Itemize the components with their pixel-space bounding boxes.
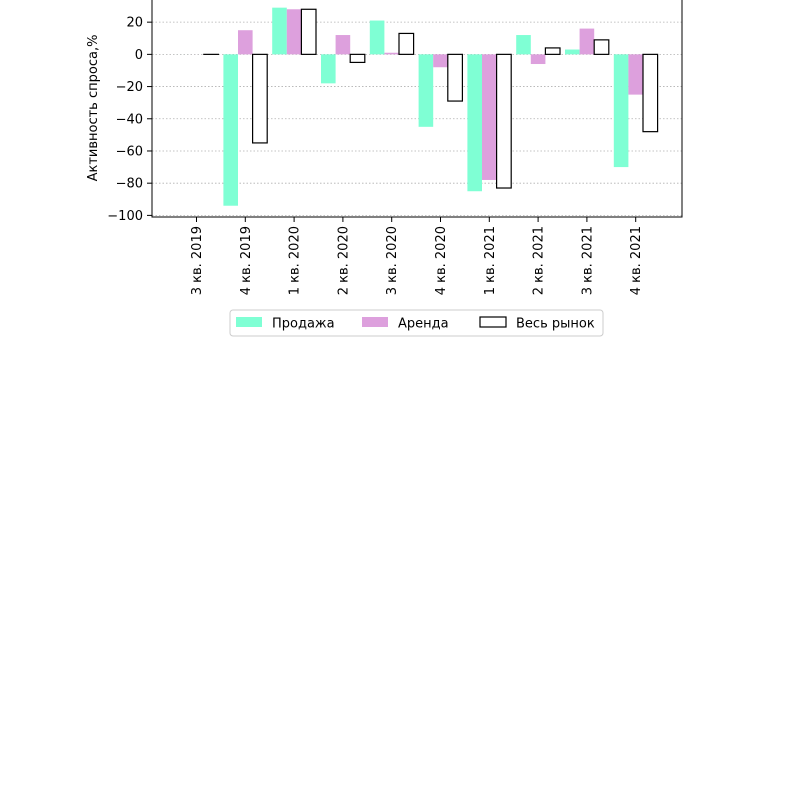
x-tick-label: 2 кв. 2020 bbox=[336, 226, 351, 295]
legend-label: Аренда bbox=[398, 317, 449, 332]
bar bbox=[544, 47, 561, 55]
y-tick-label: −100 bbox=[107, 209, 143, 224]
bar bbox=[628, 54, 643, 95]
y-tick-label: 20 bbox=[126, 16, 143, 31]
bar bbox=[384, 52, 399, 55]
bar bbox=[579, 28, 595, 55]
bar bbox=[613, 54, 629, 168]
legend-label: Весь рынок bbox=[516, 317, 595, 332]
bar bbox=[642, 53, 659, 133]
plot-frame bbox=[151, 0, 683, 218]
x-tick-label: 1 кв. 2020 bbox=[288, 226, 303, 295]
bar bbox=[593, 39, 610, 55]
bar bbox=[286, 9, 302, 55]
x-tick-label: 4 кв. 2021 bbox=[629, 226, 644, 295]
legend-swatch bbox=[236, 317, 262, 327]
x-tick-label: 2 кв. 2021 bbox=[532, 226, 547, 295]
bar bbox=[300, 8, 317, 55]
x-tick-label: 4 кв. 2020 bbox=[434, 226, 449, 295]
bars bbox=[174, 7, 659, 206]
bar bbox=[516, 35, 531, 55]
y-tick-label: −20 bbox=[116, 80, 143, 95]
y-tick-label: −40 bbox=[116, 112, 143, 127]
x-tick-label: 4 кв. 2019 bbox=[239, 226, 254, 295]
bar bbox=[433, 54, 448, 68]
x-tick-label: 3 кв. 2020 bbox=[385, 226, 400, 295]
bar bbox=[398, 32, 415, 55]
bar bbox=[496, 53, 512, 189]
bar bbox=[238, 30, 253, 55]
legend-label: Продажа bbox=[272, 317, 335, 332]
y-tick-label: −60 bbox=[116, 144, 143, 159]
legend-swatch bbox=[362, 317, 388, 327]
legend: Продажа Аренда Весь рынок bbox=[229, 309, 604, 337]
x-tick-label: 1 кв. 2021 bbox=[483, 226, 498, 295]
bar bbox=[565, 49, 580, 55]
bar bbox=[447, 53, 463, 102]
x-tick-label: 3 кв. 2021 bbox=[580, 226, 595, 295]
bar bbox=[418, 54, 434, 127]
bar bbox=[467, 54, 482, 192]
bar bbox=[272, 7, 287, 55]
x-tick-label: 3 кв. 2019 bbox=[190, 226, 205, 295]
bar bbox=[349, 53, 366, 64]
bar bbox=[321, 54, 336, 84]
x-axis: 3 кв. 2019 4 кв. 2019 1 кв. 2020 2 кв. 2020… bbox=[190, 217, 644, 295]
y-tick-label: 0 bbox=[135, 48, 143, 63]
y-axis: 20 0 −20 −40 −60 −80 −100 bbox=[107, 16, 152, 224]
bar bbox=[335, 35, 351, 55]
legend-swatch bbox=[479, 316, 507, 328]
bar bbox=[252, 53, 268, 144]
bar bbox=[369, 20, 385, 55]
bar bbox=[482, 54, 497, 180]
bar bbox=[223, 54, 238, 206]
bar bbox=[530, 54, 546, 65]
y-tick-label: −80 bbox=[116, 177, 143, 192]
legend-box bbox=[229, 309, 604, 337]
y-axis-label: Активность спроса,% bbox=[86, 35, 101, 182]
